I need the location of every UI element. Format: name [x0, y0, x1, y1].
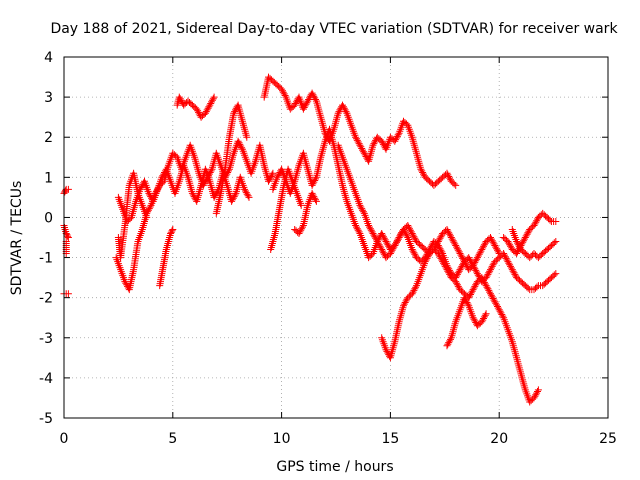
series-s19	[508, 226, 560, 262]
x-tick-label-2: 10	[273, 431, 291, 447]
y-tick-label-4: -1	[39, 251, 53, 267]
series-s15	[334, 141, 503, 274]
series-s9	[173, 93, 218, 121]
y-tick-label-2: -3	[39, 331, 53, 347]
series-s17	[443, 294, 490, 350]
x-tick-label-1: 5	[168, 431, 177, 447]
series-s4	[62, 238, 70, 257]
plot-border	[63, 56, 609, 419]
series-markers-s19	[508, 226, 560, 262]
series-s14	[291, 189, 320, 237]
y-tick-label-7: 2	[44, 130, 53, 146]
x-tick-label-5: 25	[599, 431, 617, 447]
series-s8	[156, 226, 177, 290]
x-axis-label: GPS time / hours	[276, 459, 393, 475]
series-markers-s8	[156, 226, 177, 290]
axis-ticks: 0 5 10 15 20 25 -5 -4 -3 -2 -1 0 1 2 3 4	[39, 50, 617, 447]
series-markers-s10	[212, 101, 251, 217]
grid	[64, 57, 608, 418]
series-markers-s14	[291, 189, 320, 237]
x-tick-label-0: 0	[60, 431, 69, 447]
y-tick-label-6: 1	[44, 170, 53, 186]
series-s13	[267, 165, 305, 253]
y-tick-label-1: -4	[39, 371, 53, 387]
y-tick-label-5: 0	[44, 210, 53, 226]
series-markers-s13	[267, 165, 305, 253]
y-axis-label: SDTVAR / TECUs	[9, 181, 25, 296]
series-s10	[212, 101, 251, 217]
series-markers-s7	[114, 169, 151, 262]
x-tick-label-4: 20	[490, 431, 508, 447]
series-s16	[378, 246, 542, 406]
series-s7	[114, 169, 151, 262]
x-tick-label-3: 15	[381, 431, 399, 447]
y-tick-label-9: 4	[44, 50, 53, 66]
y-tick-label-0: -5	[39, 411, 53, 427]
series-markers-s16	[378, 246, 542, 406]
y-tick-label-3: -2	[39, 291, 53, 307]
data-markers	[60, 73, 560, 406]
series-markers-s17	[443, 294, 490, 350]
y-tick-label-8: 3	[44, 90, 53, 106]
series-markers-s4	[62, 238, 70, 257]
series-markers-s15	[334, 141, 503, 274]
chart-title: Day 188 of 2021, Sidereal Day-to-day VTE…	[50, 21, 618, 37]
series-markers-s9	[173, 93, 218, 121]
